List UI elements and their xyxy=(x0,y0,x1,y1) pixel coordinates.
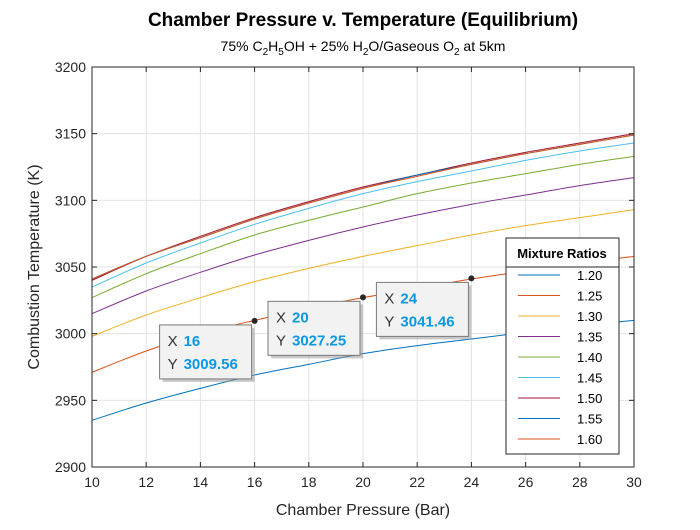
y-tick-label: 3150 xyxy=(55,126,86,142)
y-axis-ticks: 2900 2950 3000 3050 3100 3150 3200 xyxy=(55,59,634,475)
legend-title-box xyxy=(505,237,620,268)
legend-label: 1.30 xyxy=(577,309,602,324)
series-line-1-45 xyxy=(91,142,635,288)
data-tip-y-value: 3027.25 xyxy=(292,332,346,349)
data-tip-x-value: 20 xyxy=(292,309,309,326)
y-tick-label: 2950 xyxy=(55,392,86,408)
y-tick-label: 3200 xyxy=(55,59,86,75)
data-tip-x-label: X xyxy=(276,309,286,326)
legend[interactable]: Mixture Ratios 1.201.251.301.351.401.451… xyxy=(505,237,620,455)
x-tick-label: 16 xyxy=(247,474,263,490)
data-tip-marker xyxy=(468,275,475,282)
data-tip-x-label: X xyxy=(384,290,394,307)
chart-subtitle: 75% C2H5OH + 25% H2O/Gaseous O2 at 5km xyxy=(221,38,506,58)
x-tick-label: 30 xyxy=(626,474,642,490)
x-tick-label: 10 xyxy=(84,474,100,490)
data-tip-x-label: X xyxy=(168,333,178,350)
legend-items: 1.20 1.25 1.30 1.35 1.40 1.45 1.50 1.55 1.60 xyxy=(518,268,602,447)
data-tip[interactable]: X 20 Y 3027.25 xyxy=(267,294,366,359)
data-tip[interactable]: X 16 Y 3009.56 xyxy=(159,317,258,382)
data-tip-x-value: 16 xyxy=(184,333,201,350)
legend-label: 1.35 xyxy=(577,330,602,345)
legend-label: 1.20 xyxy=(577,268,602,283)
data-tip-y-value: 3009.56 xyxy=(184,356,238,373)
data-tip-marker xyxy=(251,317,258,324)
data-tips: X 16 Y 3009.56 X 20 Y 3027.25 X 24 Y 3041.46 xyxy=(159,275,475,382)
legend-label: 1.55 xyxy=(577,412,602,427)
data-tip[interactable]: X 24 Y 3041.46 xyxy=(375,275,475,340)
x-axis-label: Chamber Pressure (Bar) xyxy=(276,502,450,519)
series-line-1-40 xyxy=(91,155,635,299)
y-axis-label: Combustion Temperature (K) xyxy=(26,164,43,369)
x-axis-ticks: 10 12 14 16 18 20 22 24 26 28 30 xyxy=(84,67,642,490)
data-tip-y-label: Y xyxy=(276,332,286,349)
data-tip-box xyxy=(159,324,253,380)
x-tick-label: 26 xyxy=(518,474,534,490)
data-tip-y-value: 3041.46 xyxy=(400,313,454,330)
chart-title: Chamber Pressure v. Temperature (Equilib… xyxy=(148,10,578,31)
legend-title: Mixture Ratios xyxy=(517,246,607,261)
legend-label: 1.45 xyxy=(577,371,602,386)
legend-label: 1.60 xyxy=(577,432,602,447)
x-tick-label: 20 xyxy=(355,474,371,490)
data-tip-box xyxy=(267,300,361,356)
data-tip-y-label: Y xyxy=(168,356,178,373)
legend-label: 1.50 xyxy=(577,391,602,406)
series-line-1-60 xyxy=(91,134,635,280)
data-tip-y-label: Y xyxy=(384,313,394,330)
y-tick-label: 2900 xyxy=(55,459,86,475)
series-line-1-30 xyxy=(91,209,635,337)
x-tick-label: 12 xyxy=(138,474,154,490)
x-tick-label: 28 xyxy=(572,474,588,490)
data-tip-marker xyxy=(360,294,366,301)
y-tick-label: 3100 xyxy=(55,192,86,208)
data-tip-box xyxy=(375,281,469,337)
series-line-1-50 xyxy=(91,133,635,281)
legend-label: 1.25 xyxy=(577,289,602,304)
data-tip-x-value: 24 xyxy=(400,290,417,307)
legend-label: 1.40 xyxy=(577,350,602,365)
x-tick-label: 18 xyxy=(301,474,317,490)
y-tick-label: 3050 xyxy=(55,259,86,275)
series-lines xyxy=(91,133,635,421)
series-line-1-35 xyxy=(91,177,635,315)
y-tick-label: 3000 xyxy=(55,326,86,342)
x-tick-label: 14 xyxy=(193,474,209,490)
x-tick-label: 24 xyxy=(464,474,480,490)
x-tick-label: 22 xyxy=(409,474,425,490)
